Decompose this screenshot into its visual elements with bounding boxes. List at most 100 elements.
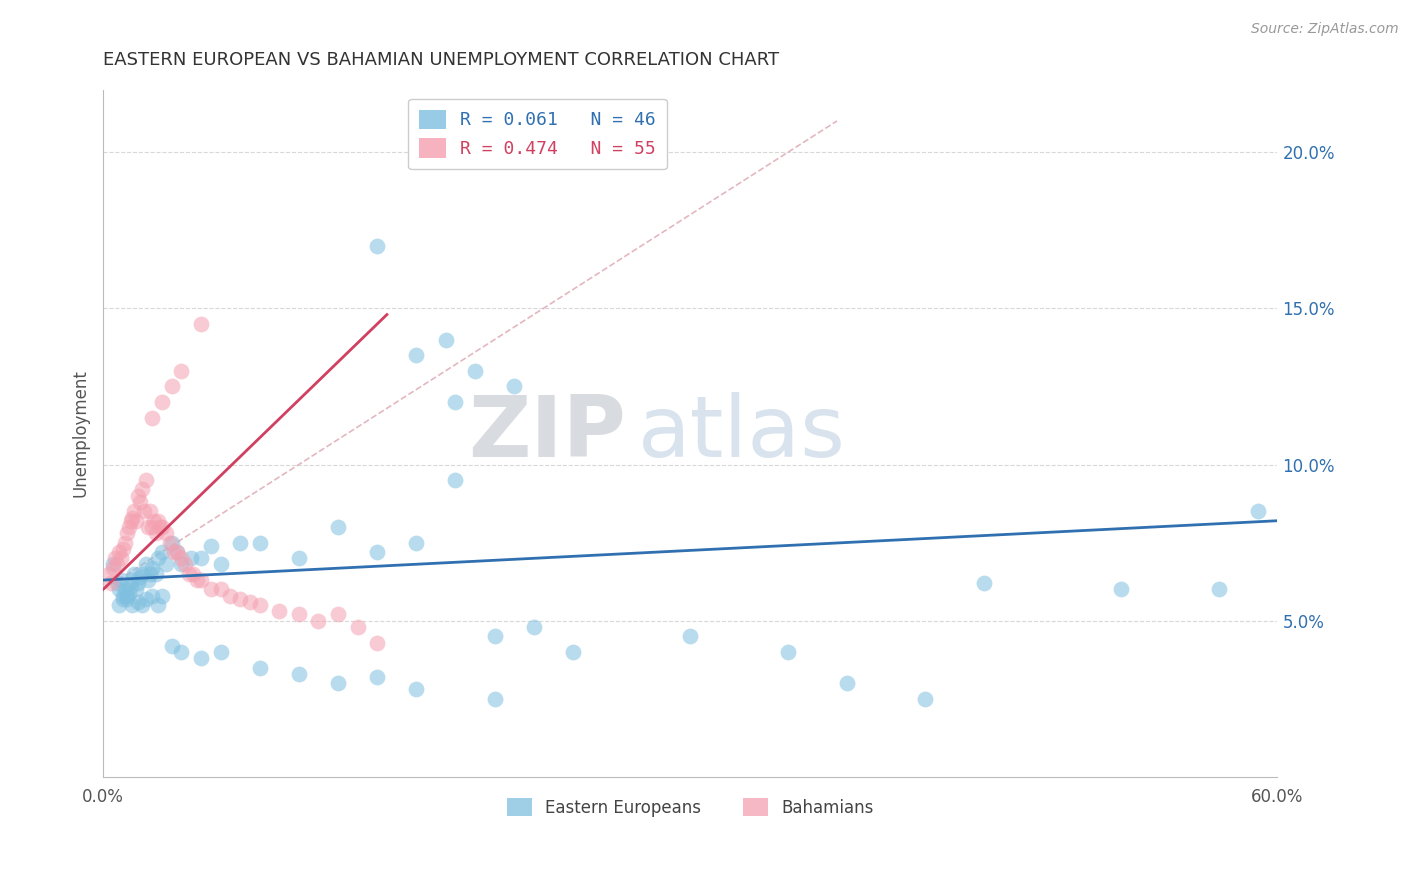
- Point: [129, 570, 152, 584]
- Point: [155, 526, 177, 541]
- Point: [200, 539, 222, 553]
- Point: [131, 566, 153, 581]
- Point: [107, 598, 129, 612]
- Point: [146, 598, 169, 612]
- Point: [120, 514, 142, 528]
- Point: [523, 620, 546, 634]
- Point: [160, 379, 183, 393]
- Y-axis label: Unemployment: Unemployment: [72, 369, 89, 497]
- Point: [125, 582, 148, 597]
- Point: [326, 520, 349, 534]
- Point: [111, 541, 134, 556]
- Point: [125, 514, 148, 528]
- Point: [503, 379, 526, 393]
- Point: [209, 582, 232, 597]
- Point: [179, 566, 201, 581]
- Point: [249, 535, 271, 549]
- Point: [174, 558, 197, 572]
- Point: [162, 545, 184, 559]
- Point: [135, 473, 157, 487]
- Point: [326, 607, 349, 622]
- Point: [141, 560, 163, 574]
- Point: [405, 348, 427, 362]
- Point: [150, 395, 173, 409]
- Point: [1247, 504, 1270, 518]
- Point: [170, 364, 193, 378]
- Point: [405, 535, 427, 549]
- Point: [145, 566, 167, 581]
- Point: [219, 589, 242, 603]
- Point: [326, 676, 349, 690]
- Point: [444, 395, 467, 409]
- Point: [1208, 582, 1230, 597]
- Point: [269, 604, 291, 618]
- Point: [209, 645, 232, 659]
- Point: [159, 535, 181, 549]
- Point: [160, 639, 183, 653]
- Point: [190, 317, 212, 331]
- Point: [366, 635, 388, 649]
- Point: [288, 607, 311, 622]
- Point: [117, 520, 139, 534]
- Point: [288, 551, 311, 566]
- Point: [134, 504, 156, 518]
- Point: [101, 558, 124, 572]
- Point: [170, 645, 193, 659]
- Point: [778, 645, 800, 659]
- Point: [444, 473, 467, 487]
- Point: [120, 579, 142, 593]
- Point: [166, 545, 188, 559]
- Point: [117, 585, 139, 599]
- Point: [146, 514, 169, 528]
- Point: [166, 545, 188, 559]
- Text: EASTERN EUROPEAN VS BAHAMIAN UNEMPLOYMENT CORRELATION CHART: EASTERN EUROPEAN VS BAHAMIAN UNEMPLOYMEN…: [103, 51, 779, 69]
- Point: [1109, 582, 1132, 597]
- Point: [107, 545, 129, 559]
- Point: [145, 526, 167, 541]
- Point: [484, 691, 506, 706]
- Point: [835, 676, 858, 690]
- Point: [143, 514, 166, 528]
- Point: [127, 595, 149, 609]
- Point: [190, 573, 212, 587]
- Point: [141, 410, 163, 425]
- Point: [484, 629, 506, 643]
- Point: [135, 558, 157, 572]
- Point: [135, 591, 157, 606]
- Point: [200, 582, 222, 597]
- Point: [141, 589, 163, 603]
- Point: [434, 333, 457, 347]
- Point: [131, 598, 153, 612]
- Point: [121, 573, 143, 587]
- Point: [239, 595, 262, 609]
- Point: [127, 576, 149, 591]
- Point: [366, 239, 388, 253]
- Point: [180, 551, 202, 566]
- Point: [249, 598, 271, 612]
- Point: [127, 489, 149, 503]
- Point: [124, 566, 146, 581]
- Point: [105, 576, 128, 591]
- Point: [98, 566, 121, 581]
- Point: [190, 551, 212, 566]
- Point: [346, 620, 368, 634]
- Point: [100, 576, 122, 591]
- Point: [209, 558, 232, 572]
- Point: [366, 670, 388, 684]
- Point: [229, 535, 252, 549]
- Point: [131, 483, 153, 497]
- Point: [136, 573, 159, 587]
- Point: [249, 660, 271, 674]
- Point: [115, 591, 138, 606]
- Point: [186, 573, 208, 587]
- Point: [146, 551, 169, 566]
- Point: [150, 520, 173, 534]
- Point: [973, 576, 995, 591]
- Point: [149, 520, 172, 534]
- Point: [115, 589, 138, 603]
- Point: [111, 589, 134, 603]
- Text: atlas: atlas: [637, 392, 845, 475]
- Point: [114, 582, 136, 597]
- Point: [288, 666, 311, 681]
- Point: [124, 504, 146, 518]
